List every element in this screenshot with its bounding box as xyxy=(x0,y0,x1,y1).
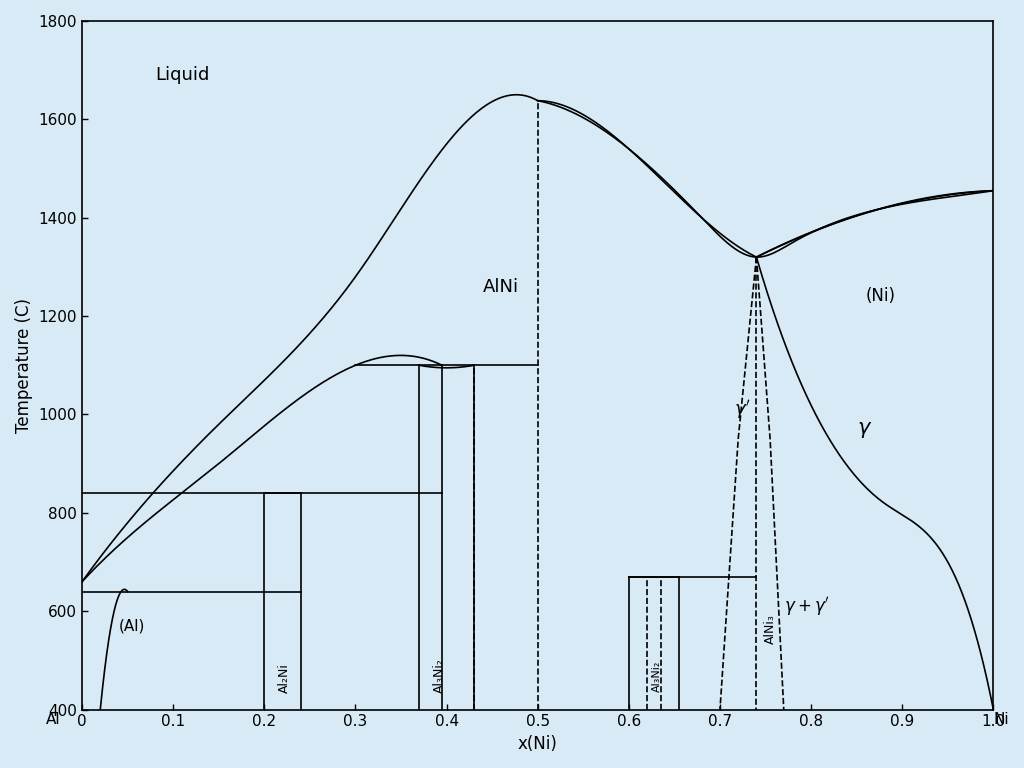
Text: Al₃Ni₂: Al₃Ni₂ xyxy=(433,658,445,693)
Text: $\gamma$: $\gamma$ xyxy=(857,420,872,440)
Text: Al₂Ni: Al₂Ni xyxy=(278,663,291,693)
Text: Al₃Ni₂: Al₃Ni₂ xyxy=(651,660,662,692)
X-axis label: x(Ni): x(Ni) xyxy=(518,735,558,753)
Text: (Ni): (Ni) xyxy=(865,287,896,306)
Text: Liquid: Liquid xyxy=(155,66,209,84)
Text: $\gamma + \gamma'$: $\gamma + \gamma'$ xyxy=(783,594,829,617)
Text: Ni: Ni xyxy=(993,713,1009,727)
Text: (Al): (Al) xyxy=(119,619,144,634)
Text: AlNi: AlNi xyxy=(483,277,519,296)
Text: Al: Al xyxy=(46,713,60,727)
Y-axis label: Temperature (C): Temperature (C) xyxy=(15,298,33,433)
Text: AlNi₃: AlNi₃ xyxy=(764,614,777,644)
Text: $\gamma'$: $\gamma'$ xyxy=(733,398,751,421)
